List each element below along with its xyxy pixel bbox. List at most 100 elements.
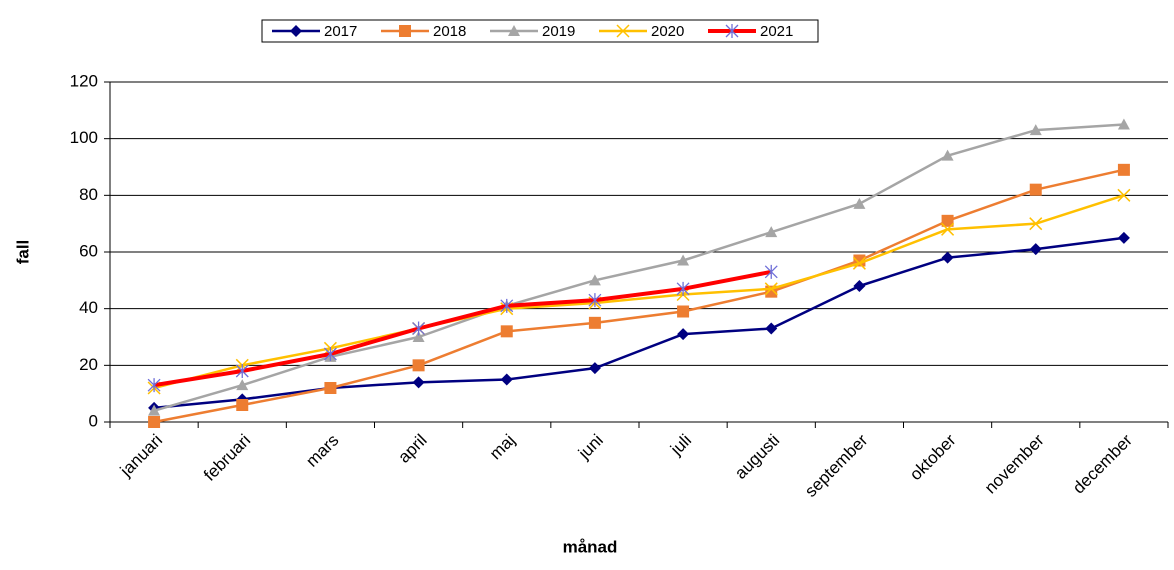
legend: 2017 2018 2019 2020 2021 xyxy=(261,19,819,43)
marker-shape xyxy=(765,322,778,335)
x-tick-label: juni xyxy=(574,431,607,464)
legend-label: 2020 xyxy=(651,23,684,40)
marker-shape xyxy=(725,24,739,38)
marker xyxy=(853,197,866,209)
marker xyxy=(290,25,302,37)
legend-label: 2018 xyxy=(433,23,466,40)
marker-shape xyxy=(508,25,520,36)
series-line xyxy=(153,168,1125,424)
marker xyxy=(941,149,954,161)
marker xyxy=(1029,124,1042,136)
marker-shape xyxy=(941,214,954,227)
x-tick-label: maj xyxy=(486,431,519,464)
marker xyxy=(588,293,602,308)
y-tick-label: 80 xyxy=(79,185,98,204)
x-tick-label: augusti xyxy=(731,431,783,483)
marker xyxy=(588,362,601,375)
marker xyxy=(941,214,954,227)
y-tick-label: 60 xyxy=(79,241,98,260)
marker xyxy=(236,399,249,411)
marker-shape xyxy=(677,328,690,341)
marker xyxy=(412,359,425,372)
marker-shape xyxy=(1117,118,1130,130)
marker xyxy=(616,24,630,38)
marker xyxy=(1117,118,1130,130)
y-tick-label: 100 xyxy=(70,128,98,147)
series-line xyxy=(153,269,772,388)
marker xyxy=(324,382,337,394)
marker xyxy=(148,416,161,428)
marker-shape xyxy=(1029,217,1043,231)
x-tick-label: december xyxy=(1069,430,1136,497)
marker-shape xyxy=(588,316,601,329)
marker-shape xyxy=(765,226,778,238)
marker-shape xyxy=(1029,183,1042,196)
marker-shape xyxy=(500,373,513,386)
x-tick-label: juli xyxy=(666,431,695,460)
marker-shape xyxy=(412,376,425,389)
x-tick-label: februari xyxy=(200,431,254,485)
marker xyxy=(677,328,690,341)
marker-shape xyxy=(588,293,602,308)
marker xyxy=(500,373,513,386)
marker-shape xyxy=(764,282,778,296)
marker xyxy=(765,322,778,335)
marker xyxy=(1029,217,1043,231)
legend-label: 2021 xyxy=(760,23,793,40)
marker xyxy=(508,25,520,36)
marker-shape xyxy=(147,378,161,393)
marker xyxy=(764,264,778,279)
marker xyxy=(588,274,601,286)
marker xyxy=(1029,243,1042,256)
marker-shape xyxy=(852,256,866,270)
marker xyxy=(412,376,425,389)
marker-shape xyxy=(236,399,249,411)
x-axis-title: månad xyxy=(563,537,618,556)
marker-shape xyxy=(399,25,411,37)
marker xyxy=(235,364,249,378)
marker-shape xyxy=(235,364,249,378)
marker-shape xyxy=(764,264,778,279)
marker-shape xyxy=(677,305,690,318)
marker-shape xyxy=(148,416,161,428)
marker-shape xyxy=(412,321,426,336)
marker xyxy=(852,256,866,270)
marker-shape xyxy=(412,331,425,342)
marker xyxy=(677,305,690,318)
marker-shape xyxy=(500,298,514,313)
marker xyxy=(765,226,778,238)
marker-shape xyxy=(853,280,866,292)
marker-shape xyxy=(588,274,601,286)
x-tick-label: april xyxy=(394,431,430,467)
marker-shape xyxy=(290,25,302,37)
marker xyxy=(500,298,514,313)
marker-shape xyxy=(1117,188,1131,202)
marker xyxy=(236,379,249,391)
marker xyxy=(588,316,601,329)
marker-shape xyxy=(616,24,630,38)
marker xyxy=(1117,231,1130,244)
marker xyxy=(412,321,426,336)
legend-label: 2017 xyxy=(324,23,357,40)
marker-shape xyxy=(941,222,955,236)
marker xyxy=(941,251,954,264)
y-axis-title: fall xyxy=(13,240,32,265)
marker-shape xyxy=(148,404,161,416)
marker-shape xyxy=(500,325,513,338)
marker xyxy=(412,331,425,342)
y-tick-label: 20 xyxy=(79,355,98,374)
marker xyxy=(764,282,778,296)
marker xyxy=(1117,163,1130,176)
marker xyxy=(500,325,513,338)
marker-shape xyxy=(853,197,866,209)
marker-shape xyxy=(1117,163,1130,176)
marker-shape xyxy=(941,251,954,264)
marker-shape xyxy=(1029,243,1042,256)
marker xyxy=(1117,188,1131,202)
marker-shape xyxy=(412,359,425,372)
series-line xyxy=(153,123,1125,412)
marker-shape xyxy=(588,362,601,375)
series-line xyxy=(153,236,1125,410)
x-tick-label: november xyxy=(981,430,1048,497)
